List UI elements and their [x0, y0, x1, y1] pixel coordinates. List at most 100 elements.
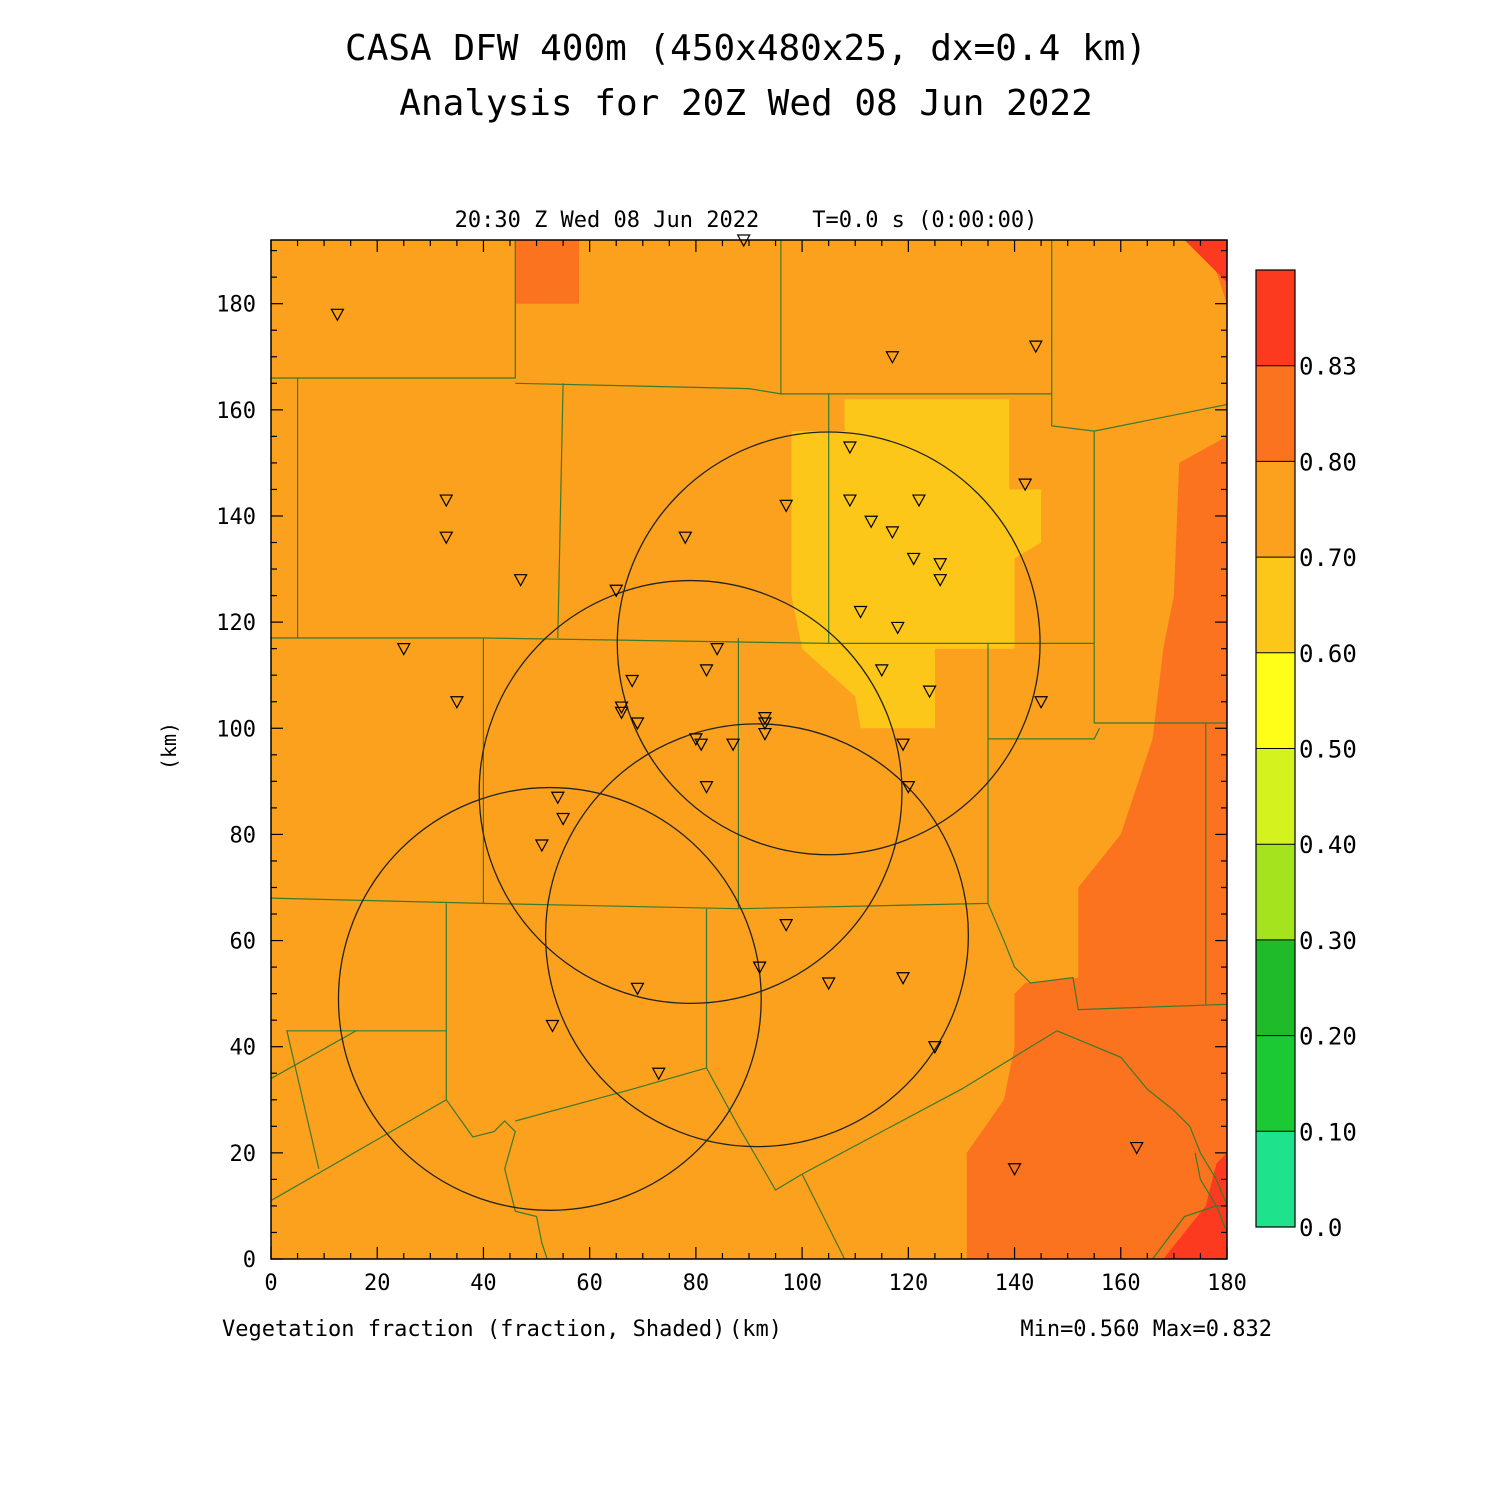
- colorbar-swatch: [1256, 748, 1295, 845]
- y-tick-label: 80: [230, 823, 257, 848]
- station-marker: [449, 696, 464, 709]
- station-marker: [630, 717, 645, 731]
- station-marker: [710, 643, 725, 656]
- y-tick-label: 20: [230, 1142, 257, 1167]
- y-tick-label: 40: [230, 1036, 257, 1061]
- colorbar-label: 0.60: [1299, 640, 1357, 668]
- station-marker: [614, 706, 629, 720]
- station-marker: [625, 674, 640, 688]
- station-marker: [933, 558, 948, 571]
- station-marker: [513, 574, 528, 587]
- station-marker: [901, 781, 916, 794]
- shade-region-5: [1184, 240, 1227, 283]
- colorbar: 0.0 0.10 0.20 0.30 0.40 0.50 0.60 0.70 0.80 0.83: [1255, 269, 1357, 1242]
- x-tick-label: 20: [364, 1271, 391, 1296]
- shade-region-3: [966, 240, 1227, 1259]
- y-tick-label: 100: [216, 717, 256, 742]
- y-tick-label: 140: [216, 505, 256, 530]
- county-boundary: [483, 643, 989, 910]
- chart-title: CASA DFW 400m (450x480x25, dx=0.4 km): [345, 28, 1147, 69]
- colorbar-label: 0.70: [1299, 544, 1357, 572]
- station-marker: [545, 1019, 560, 1033]
- station-marker: [1034, 696, 1049, 709]
- station-marker: [534, 839, 549, 853]
- station-marker: [699, 781, 714, 794]
- shade-region-4: [1163, 1152, 1227, 1259]
- axes: 0 20 40 60 80 100 120 140 160 180 0 20 40 60 80 100 120 1…: [216, 239, 1247, 1296]
- x-tick-label: 160: [1101, 1271, 1141, 1296]
- station-marker: [609, 584, 624, 598]
- station-marker: [885, 526, 900, 540]
- colorbar-label: 0.0: [1299, 1214, 1342, 1242]
- county-boundary: [445, 1099, 548, 1259]
- station-marker: [933, 574, 948, 587]
- county-boundaries: [271, 240, 1227, 1259]
- county-boundary: [271, 377, 299, 639]
- station-marker: [630, 982, 645, 996]
- y-tick-label: 60: [230, 930, 257, 955]
- colorbar-swatch: [1256, 557, 1295, 653]
- x-tick-label: 80: [683, 1271, 710, 1296]
- colorbar-label: 0.50: [1299, 736, 1357, 764]
- colorbar-swatch: [1256, 844, 1295, 940]
- station-marker: [330, 308, 345, 322]
- station-marker: [651, 1067, 666, 1081]
- county-boundary: [705, 1030, 1227, 1207]
- x-tick-label: 40: [470, 1271, 497, 1296]
- colorbar-swatch: [1256, 1131, 1295, 1227]
- station-marker: [1028, 340, 1043, 354]
- colorbar-label: 0.83: [1299, 353, 1357, 381]
- colorbar-swatch: [1256, 939, 1295, 1036]
- colorbar-swatch: [1256, 1035, 1295, 1132]
- station-marker: [556, 812, 571, 826]
- shade-region-1: [791, 399, 1042, 729]
- station-marker: [821, 977, 836, 991]
- station-marker: [779, 919, 794, 932]
- station-marker: [874, 664, 889, 678]
- station-marker: [842, 441, 857, 455]
- colorbar-swatch: [1256, 461, 1295, 558]
- station-marker: [922, 685, 937, 699]
- colorbar-label: 0.20: [1299, 1023, 1357, 1051]
- y-tick-label: 180: [216, 293, 256, 318]
- colorbar-swatch: [1256, 652, 1295, 749]
- colorbar-label: 0.10: [1299, 1118, 1357, 1146]
- station-marker: [396, 643, 411, 656]
- county-boundary: [1194, 1152, 1227, 1233]
- station-marker: [439, 494, 454, 508]
- station-marker: [911, 494, 926, 508]
- county-boundary: [987, 903, 1227, 1011]
- x-tick-label: 120: [888, 1271, 928, 1296]
- station-marker: [779, 499, 794, 513]
- county-boundary: [515, 240, 782, 395]
- county-boundary: [297, 240, 516, 379]
- x-tick-label: 0: [264, 1271, 277, 1296]
- station-marker: [1018, 478, 1033, 492]
- county-boundary: [801, 1173, 846, 1259]
- county-boundary: [988, 728, 1101, 740]
- station-marker: [885, 351, 900, 365]
- colorbar-swatch: [1256, 270, 1295, 366]
- radar-range-ring: [544, 723, 969, 1148]
- y-tick-label: 120: [216, 611, 256, 636]
- radar-range-ring: [337, 786, 762, 1211]
- station-marker: [906, 552, 921, 566]
- shaded-field: [271, 240, 1227, 1259]
- station-marker: [853, 605, 868, 619]
- x-tick-label: 140: [995, 1271, 1035, 1296]
- station-marker: [439, 531, 454, 545]
- station-marker: [752, 961, 767, 975]
- station-marker: [927, 1041, 942, 1054]
- x-axis-label: (km): [729, 1317, 782, 1342]
- plot-area: [271, 234, 1227, 1259]
- radar-range-ring: [616, 431, 1041, 856]
- station-marker: [699, 664, 714, 678]
- y-tick-label: 160: [216, 399, 256, 424]
- colorbar-label: 0.30: [1299, 927, 1357, 955]
- county-boundary: [515, 908, 708, 1122]
- y-tick-label: 0: [243, 1248, 256, 1273]
- y-axis-label: (km): [157, 722, 181, 770]
- x-tick-label: 180: [1207, 1271, 1247, 1296]
- station-marker: [757, 727, 772, 741]
